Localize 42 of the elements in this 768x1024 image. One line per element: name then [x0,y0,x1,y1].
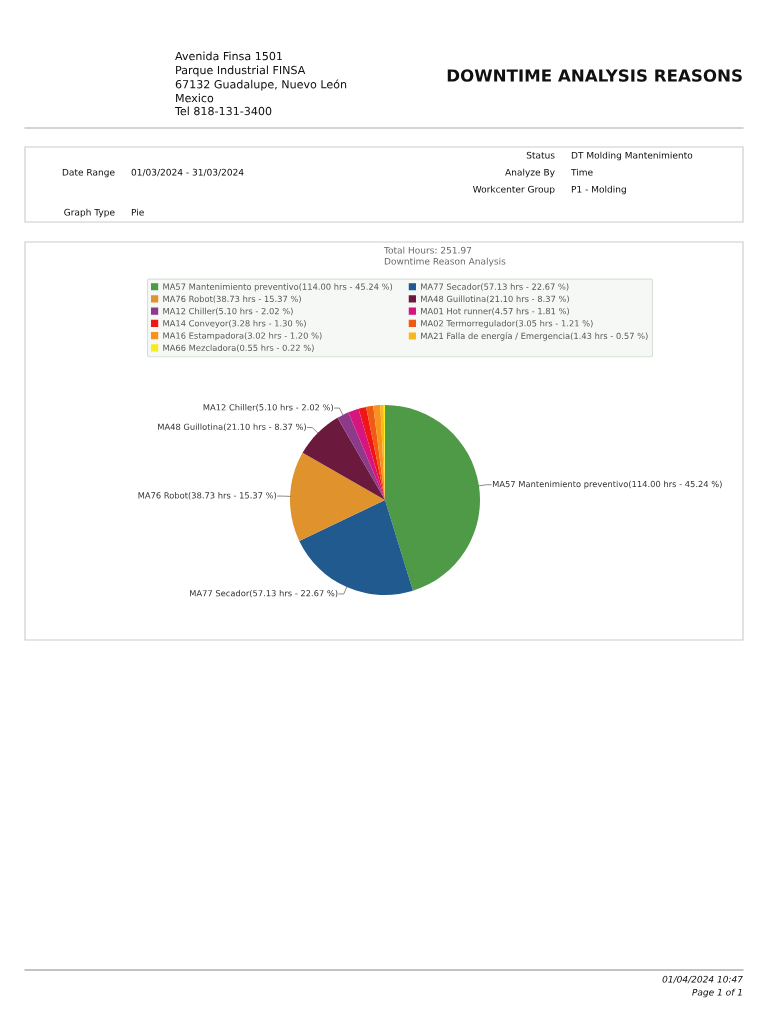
data-label: MA48 Guillotina(21.10 hrs - 8.37 %) [158,423,306,431]
text: 01/03/2024 - 31/03/2024 [131,168,244,177]
text: Status [526,151,555,159]
text: Downtime Reason Analysis [384,257,506,267]
pie-slice [299,500,413,595]
text: Time [570,168,593,176]
legend-label: MA66 Mezcladora(0.55 hrs - 0.22 %) [163,344,314,352]
text: 67132 Guadalupe, Nuevo León [175,79,347,91]
legend-label: MA16 Estampadora(3.02 hrs - 1.20 %) [163,332,322,341]
text: Parque Industrial FINSA [176,65,306,77]
data-label: MA76 Robot(38.73 hrs - 15.37 %) [138,492,277,500]
legend-label: MA02 Termorregulador(3.05 hrs - 1.21 %) [421,320,593,329]
legend-label: MA77 Secador(57.13 hrs - 22.67 %) [421,283,569,291]
chart-title: DOWNTIME ANALYSIS REASONS [447,69,742,82]
text: P1 - Molding [571,185,626,195]
pie-slice [337,412,385,500]
text: Date Range [62,168,115,178]
data-label: MA77 Secador(57.13 hrs - 22.67 %) [190,589,338,598]
text: Avenida Finsa 1501 [175,51,282,61]
text: DT Molding Mantenimiento [571,151,693,161]
data-label: MA57 Mantenimiento preventivo(114.00 hrs - 45.24 %) [492,480,722,489]
pie-slice [348,408,385,500]
text: Graph Type [64,208,115,218]
legend-label: MA48 Guillotina(21.10 hrs - 8.37 %) [421,295,569,303]
legend-label: MA12 Chiller(5.10 hrs - 2.02 %) [163,307,293,316]
text: Analyze By [505,168,555,178]
legend-label: MA57 Mantenimiento preventivo(114.00 hrs - 45.24 %) [163,283,393,292]
text: Page 1 of 1 [692,988,742,998]
pie-slice [385,405,480,591]
text: 01/04/2024 10:47 [662,975,743,984]
text: Pie [131,208,144,216]
legend-label: MA76 Robot(38.73 hrs - 15.37 %) [163,295,301,303]
chart-subtitle: Total Hours: 251.97 [383,246,472,254]
text: Tel 818-131-3400 [174,106,272,116]
text: Workcenter Group [473,185,555,195]
legend-label: MA01 Hot runner(4.57 hrs - 1.81 %) [421,307,569,316]
pie-slice [366,405,385,500]
text: Mexico [176,93,214,103]
legend-label: MA21 Falla de energía / Emergencia(1.43 hrs - 0.57 %) [421,332,648,341]
data-label: MA12 Chiller(5.10 hrs - 2.02 %) [203,404,334,412]
legend-label: MA14 Conveyor(3.28 hrs - 1.30 %) [163,320,306,329]
pie-slice [290,452,385,541]
